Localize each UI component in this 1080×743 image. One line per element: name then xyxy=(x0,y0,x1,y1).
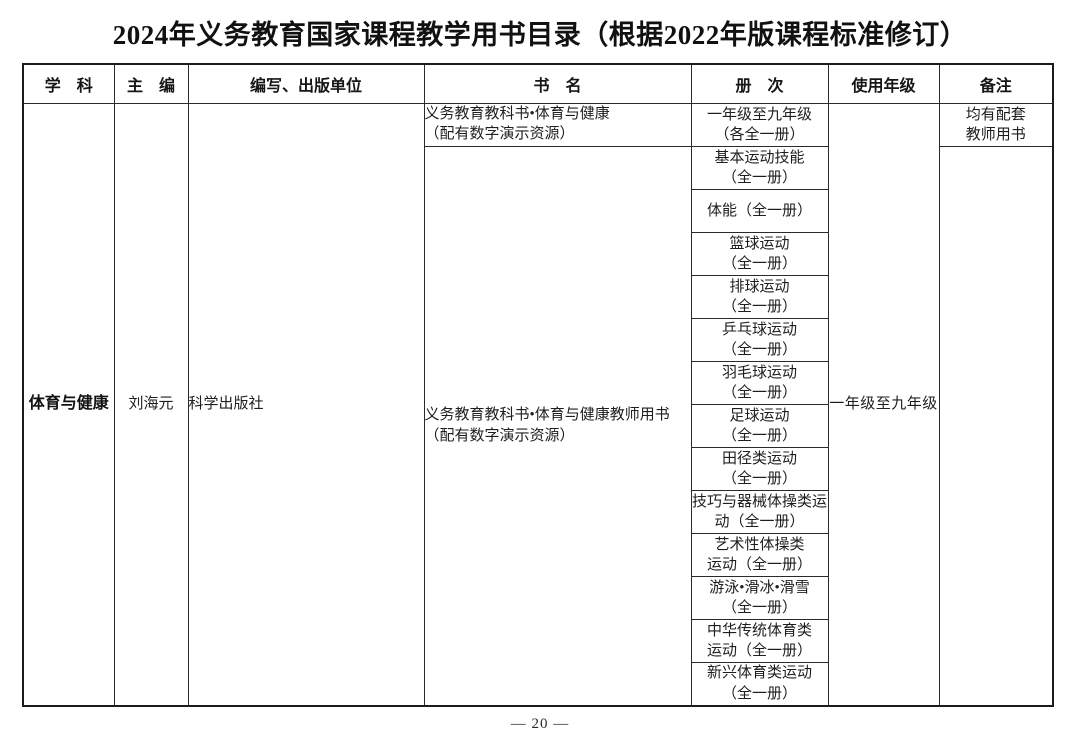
table-row: 义务教育教科书•体育与健康教师用书 （配有数字演示资源） 基本运动技能 （全一册… xyxy=(23,146,1054,706)
header-editor: 主 编 xyxy=(113,63,189,104)
table-row: 乒乓球运动 （全一册） xyxy=(23,318,1053,362)
volume-cell: 艺术性体操类 运动（全一册） xyxy=(690,533,829,577)
book-name-student-cell: 义务教育教科书•体育与健康 （配有数字演示资源） xyxy=(423,103,692,147)
table-row: 篮球运动 （全一册） xyxy=(23,232,1053,276)
grade-cell: 一年级至九年级 xyxy=(827,103,940,706)
volume-cell: 技巧与器械体操类运 动（全一册） xyxy=(690,490,829,534)
page-number: — 20 — xyxy=(510,715,570,732)
editor-cell: 刘海元 xyxy=(113,103,189,706)
table-row: 体育与健康 刘海元 科学出版社 义务教育教科书•体育与健康 （配有数字演示资源）… xyxy=(22,103,1054,706)
volume-cell: 中华传统体育类 运动（全一册） xyxy=(690,619,829,663)
volume-cell: 一年级至九年级 （各全一册） xyxy=(690,103,829,147)
volume-cell: 游泳•滑冰•滑雪 （全一册） xyxy=(690,576,829,620)
table-row: 足球运动 （全一册） xyxy=(23,404,1053,448)
volume-cell: 基本运动技能 （全一册） xyxy=(690,146,829,190)
header-remark: 备注 xyxy=(938,63,1054,104)
subject-cell: 体育与健康 xyxy=(22,103,115,706)
table-header-row: 学 科 主 编 编写、出版单位 书 名 册 次 使用年级 备注 xyxy=(22,63,1054,104)
publisher-cell: 科学出版社 xyxy=(187,103,425,706)
volume-cell: 排球运动 （全一册） xyxy=(690,275,829,319)
table-row: 游泳•滑冰•滑雪 （全一册） xyxy=(23,576,1053,620)
volume-cell: 篮球运动 （全一册） xyxy=(690,232,829,276)
page-title: 2024年义务教育国家课程教学用书目录（根据2022年版课程标准修订） xyxy=(112,20,968,50)
volume-cell: 田径类运动 （全一册） xyxy=(690,447,829,491)
header-volume: 册 次 xyxy=(690,63,829,104)
volume-cell: 乒乓球运动 （全一册） xyxy=(690,318,829,362)
table-row: 艺术性体操类 运动（全一册） xyxy=(23,533,1053,577)
book-name-teacher-cell: 义务教育教科书•体育与健康教师用书 （配有数字演示资源） xyxy=(423,146,692,706)
volume-cell: 羽毛球运动 （全一册） xyxy=(690,361,829,405)
volume-cell: 足球运动 （全一册） xyxy=(690,404,829,448)
remark-cell: 均有配套 教师用书 xyxy=(938,103,1054,147)
remark-empty-cell xyxy=(938,146,1054,706)
volume-cell: 体能（全一册） xyxy=(690,189,829,233)
table-row: 排球运动 （全一册） xyxy=(23,275,1053,319)
header-book-name: 书 名 xyxy=(423,63,692,104)
table-row: 体能（全一册） xyxy=(23,189,1053,233)
textbook-catalog-table: 学 科 主 编 编写、出版单位 书 名 册 次 使用年级 备注 体育与健康 刘海… xyxy=(22,63,1054,707)
table-row: 中华传统体育类 运动（全一册） xyxy=(23,619,1053,663)
table-row: 新兴体育类运动 （全一册） xyxy=(23,662,1053,706)
volume-cell: 新兴体育类运动 （全一册） xyxy=(690,662,829,706)
header-grade: 使用年级 xyxy=(827,63,940,104)
header-subject: 学 科 xyxy=(22,63,115,104)
header-publisher: 编写、出版单位 xyxy=(187,63,425,104)
